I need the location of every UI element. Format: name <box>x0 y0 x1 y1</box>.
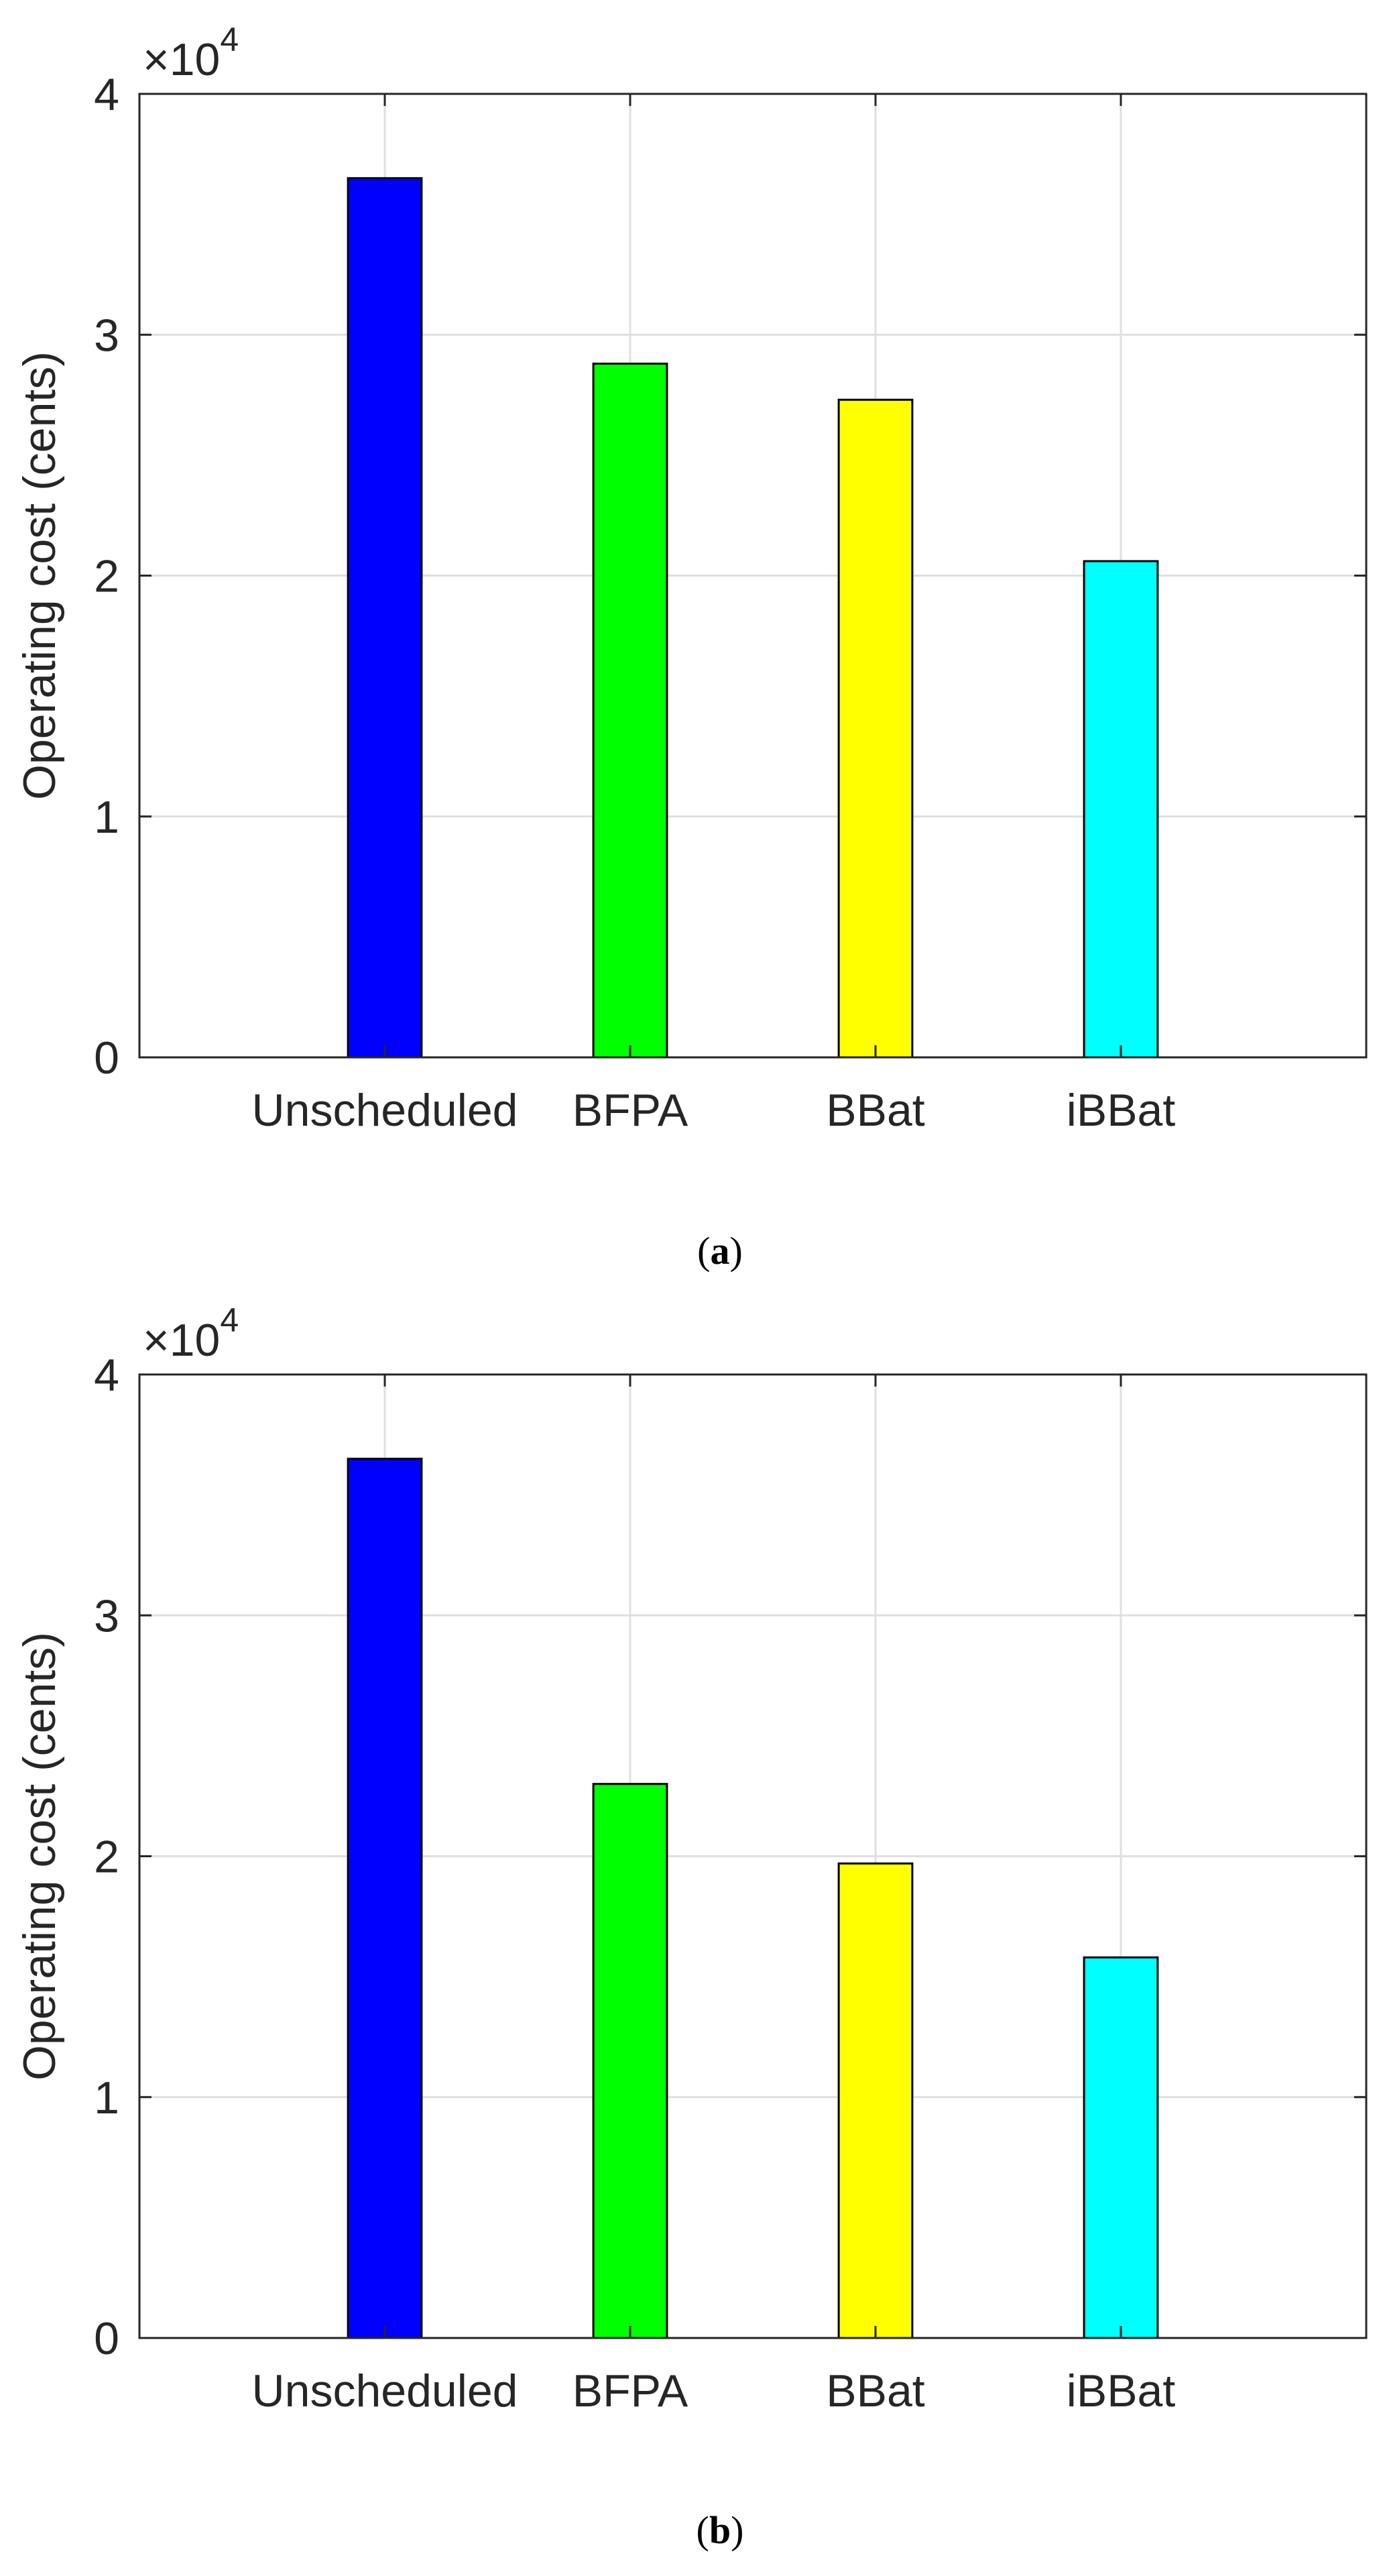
y-tick-label: 2 <box>94 1832 119 1883</box>
y-tick-label: 0 <box>94 1033 119 1084</box>
y-scale-exponent: 4 <box>220 21 239 58</box>
panel-caption: (a) <box>697 1229 743 1273</box>
y-tick-label: 4 <box>94 69 119 120</box>
y-tick-label: 0 <box>94 2313 119 2364</box>
bar-ibbat <box>1083 560 1159 1059</box>
y-axis-label: Operating cost (cents) <box>14 1632 65 2081</box>
y-tick-label: 3 <box>94 310 119 361</box>
x-tick-label: Unscheduled <box>252 2365 518 2416</box>
x-tick-label: iBBat <box>1067 2365 1176 2416</box>
y-tick-label: 4 <box>94 1350 119 1401</box>
y-scale-exponent: 4 <box>220 1301 239 1339</box>
x-tick-label: BFPA <box>572 2365 688 2416</box>
x-tick-label: Unscheduled <box>252 1085 518 1136</box>
panel-b: 0 1 2 3 4 Unscheduled BFPA BBat iBBat ×104 Operati… <box>14 1301 1368 2552</box>
bar-bbat <box>837 1862 914 2339</box>
panel-caption: (b) <box>697 2508 744 2552</box>
bar-unscheduled <box>347 177 423 1059</box>
bar-ibbat <box>1083 1956 1159 2339</box>
x-tick-label: BFPA <box>572 1085 688 1136</box>
y-tick-label: 2 <box>94 551 119 602</box>
y-scale-multiplier: ×104 <box>143 21 239 85</box>
x-tick-label: BBat <box>826 2365 925 2416</box>
bar-bfpa <box>592 362 668 1059</box>
y-tick-label: 1 <box>94 792 119 843</box>
panel-a: 0 1 2 3 4 Unscheduled BFPA BBat iBBat ×104 Operati… <box>14 21 1368 1273</box>
y-axis-label: Operating cost (cents) <box>14 351 65 800</box>
x-tick-label: BBat <box>826 1085 925 1136</box>
y-tick-label: 1 <box>94 2072 119 2123</box>
y-tick-label: 3 <box>94 1590 119 1641</box>
bar-bbat <box>837 398 914 1059</box>
bar-unscheduled <box>347 1458 423 2339</box>
bar-bfpa <box>592 1783 668 2339</box>
x-tick-label: iBBat <box>1067 1085 1176 1136</box>
y-scale-multiplier: ×104 <box>143 1301 239 1366</box>
